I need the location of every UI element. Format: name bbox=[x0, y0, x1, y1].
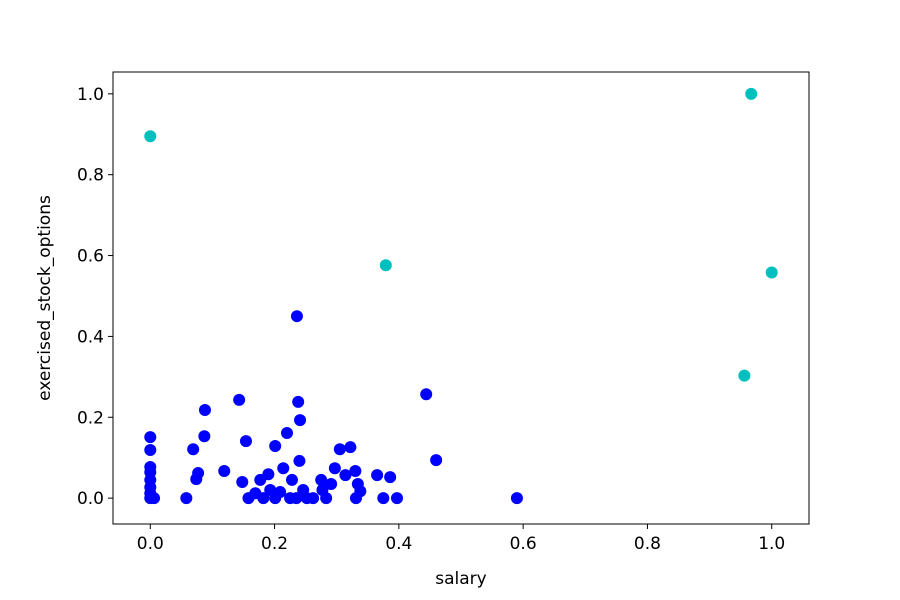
scatter-point bbox=[307, 492, 320, 505]
scatter-point bbox=[315, 473, 328, 486]
scatter-point bbox=[290, 492, 303, 505]
x-tick-label: 0.4 bbox=[385, 534, 412, 554]
scatter-point bbox=[233, 393, 246, 406]
scatter-point bbox=[510, 492, 523, 505]
scatter-point bbox=[144, 444, 157, 457]
scatter-point bbox=[269, 439, 282, 452]
y-tick-label: 0.2 bbox=[77, 408, 104, 428]
scatter-point bbox=[420, 388, 433, 401]
scatter-point bbox=[192, 467, 205, 480]
x-tick-label: 1.0 bbox=[758, 534, 785, 554]
y-tick-label: 0.6 bbox=[77, 247, 104, 267]
scatter-point bbox=[745, 87, 758, 100]
scatter-point bbox=[239, 435, 252, 448]
scatter-point bbox=[339, 469, 352, 482]
scatter-point bbox=[285, 473, 298, 486]
x-axis-label: salary bbox=[435, 569, 486, 589]
scatter-point bbox=[390, 492, 403, 505]
scatter-point bbox=[144, 431, 157, 444]
scatter-point bbox=[218, 465, 231, 478]
scatter-point bbox=[294, 414, 307, 427]
x-tick-label: 0.0 bbox=[137, 534, 164, 554]
scatter-point bbox=[344, 441, 357, 454]
scatter-point bbox=[187, 443, 200, 456]
y-axis-label: exercised_stock_options bbox=[35, 195, 55, 401]
scatter-point bbox=[320, 492, 333, 505]
scatter-point bbox=[371, 469, 384, 482]
scatter-point bbox=[198, 430, 211, 443]
y-tick-label: 0.8 bbox=[77, 166, 104, 186]
scatter-point bbox=[765, 266, 778, 279]
scatter-point bbox=[738, 369, 751, 382]
scatter-point bbox=[328, 462, 341, 475]
scatter-point bbox=[277, 462, 290, 475]
y-tick-label: 0.0 bbox=[77, 489, 104, 509]
scatter-point bbox=[354, 485, 367, 498]
scatter-point bbox=[290, 310, 303, 323]
scatter-point bbox=[333, 443, 346, 456]
scatter-point bbox=[198, 403, 211, 416]
scatter-point bbox=[349, 465, 362, 478]
y-tick-label: 1.0 bbox=[77, 85, 104, 105]
x-tick-label: 0.8 bbox=[634, 534, 661, 554]
scatter-point bbox=[236, 475, 249, 488]
scatter-point bbox=[384, 471, 397, 484]
plot-frame bbox=[112, 71, 810, 525]
x-tick-label: 0.2 bbox=[261, 534, 288, 554]
scatter-point bbox=[148, 492, 161, 505]
scatter-point bbox=[325, 477, 338, 490]
scatter-point bbox=[144, 130, 157, 143]
scatter-point bbox=[293, 454, 306, 467]
scatter-point bbox=[274, 486, 287, 499]
scatter-point bbox=[180, 492, 193, 505]
scatter-point bbox=[257, 492, 270, 505]
y-tick-label: 0.4 bbox=[77, 327, 104, 347]
scatter-point bbox=[379, 259, 392, 272]
scatter-point bbox=[377, 492, 390, 505]
x-tick-label: 0.6 bbox=[510, 534, 537, 554]
scatter-point bbox=[281, 427, 293, 440]
scatter-point bbox=[262, 468, 275, 481]
scatter-point bbox=[430, 454, 443, 467]
scatter-point bbox=[292, 395, 305, 408]
